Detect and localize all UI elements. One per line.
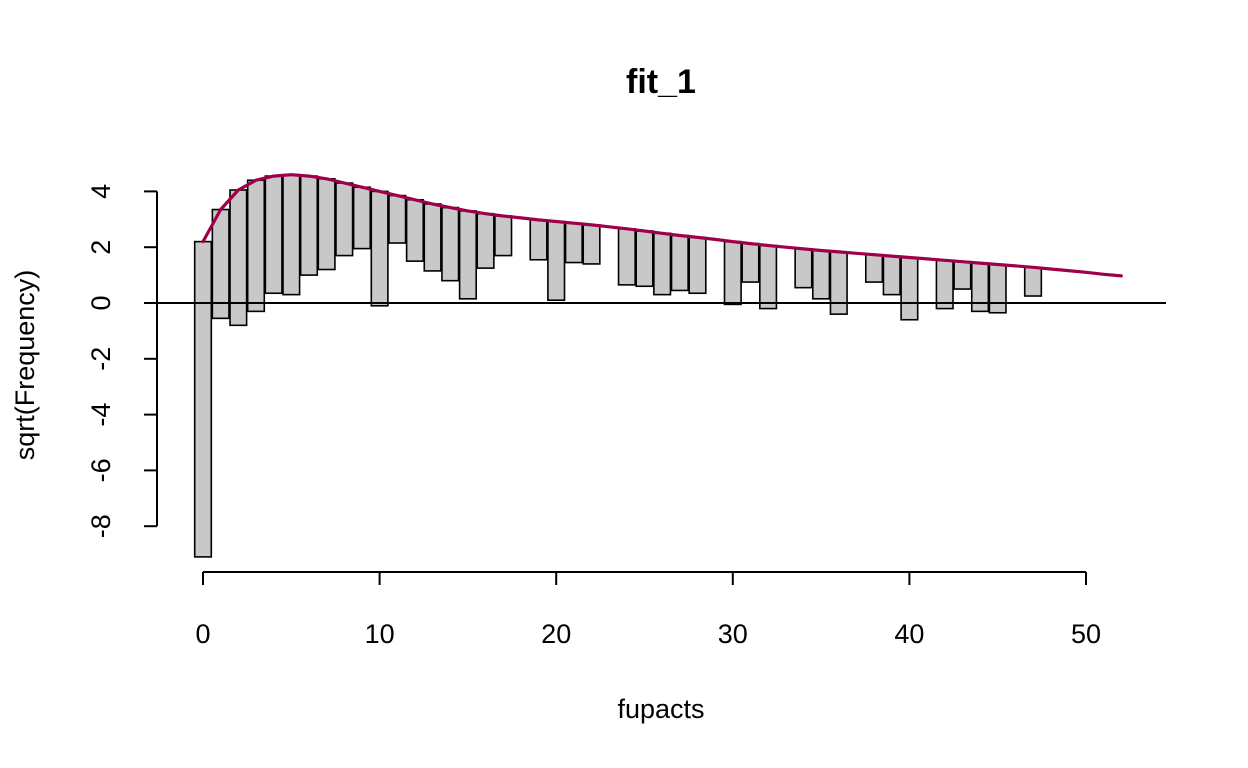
bar-x-20 <box>547 220 566 302</box>
bar-x-9 <box>352 186 372 250</box>
y-tick-label: -4 <box>86 403 116 427</box>
bar-x-47 <box>1023 266 1043 297</box>
bar-x-31 <box>741 242 760 283</box>
bar-x-40 <box>900 256 919 321</box>
bar-x-12 <box>405 198 425 262</box>
x-tick-label: 50 <box>1071 619 1101 649</box>
y-axis: -8 -6 -4 -2 0 2 4 <box>86 184 158 538</box>
bar-x-24 <box>617 227 636 286</box>
bar-x-35 <box>811 249 831 300</box>
y-tick-label: -6 <box>86 458 116 482</box>
bar-x-22 <box>582 224 601 265</box>
bar-x-2 <box>229 189 248 327</box>
bars-layer <box>193 173 1043 558</box>
bar-x-25 <box>635 230 654 288</box>
chart-title: fit_1 <box>626 63 696 101</box>
bar-x-38 <box>864 253 884 283</box>
x-tick-label: 30 <box>718 619 748 649</box>
x-axis: 0 10 20 30 40 50 <box>195 571 1101 649</box>
bar-x-14 <box>441 206 460 282</box>
bar-x-44 <box>970 262 990 313</box>
fitted-curve <box>201 173 1123 278</box>
bar-x-10 <box>370 190 389 307</box>
bar-x-30 <box>723 240 742 306</box>
bar-x-11 <box>388 194 407 244</box>
x-tick-label: 40 <box>894 619 924 649</box>
bar-x-36 <box>829 251 848 315</box>
bar-x-15 <box>458 210 478 300</box>
bar-x-0 <box>193 240 213 558</box>
bar-x-16 <box>476 212 495 269</box>
y-tick-label: 4 <box>86 184 116 199</box>
bar-x-7 <box>317 178 336 271</box>
bar-x-26 <box>653 232 672 296</box>
y-axis-label: sqrt(Frequency) <box>10 270 40 461</box>
bar-x-39 <box>882 255 901 296</box>
y-tick-label: -2 <box>86 347 116 371</box>
bar-x-4 <box>264 175 283 295</box>
x-axis-label: fupacts <box>617 694 704 724</box>
bar-x-8 <box>335 182 354 257</box>
x-tick-label: 10 <box>365 619 395 649</box>
bar-x-17 <box>494 215 513 257</box>
y-tick-label: 2 <box>86 240 116 255</box>
bar-x-43 <box>953 260 972 290</box>
bar-x-28 <box>688 236 707 295</box>
bar-x-13 <box>423 203 442 272</box>
bar-x-45 <box>988 263 1007 314</box>
bar-x-27 <box>670 234 689 292</box>
bar-x-6 <box>299 175 319 276</box>
bar-x-5 <box>282 173 301 296</box>
x-tick-label: 20 <box>541 619 571 649</box>
bar-x-32 <box>759 244 778 310</box>
x-tick-label: 0 <box>195 619 210 649</box>
y-tick-label: -8 <box>86 514 116 538</box>
bar-x-19 <box>529 219 548 261</box>
y-tick-label: 0 <box>86 295 116 310</box>
bar-x-42 <box>935 259 954 310</box>
bar-x-21 <box>564 222 583 264</box>
bar-x-34 <box>794 248 813 289</box>
bar-x-3 <box>246 179 266 313</box>
